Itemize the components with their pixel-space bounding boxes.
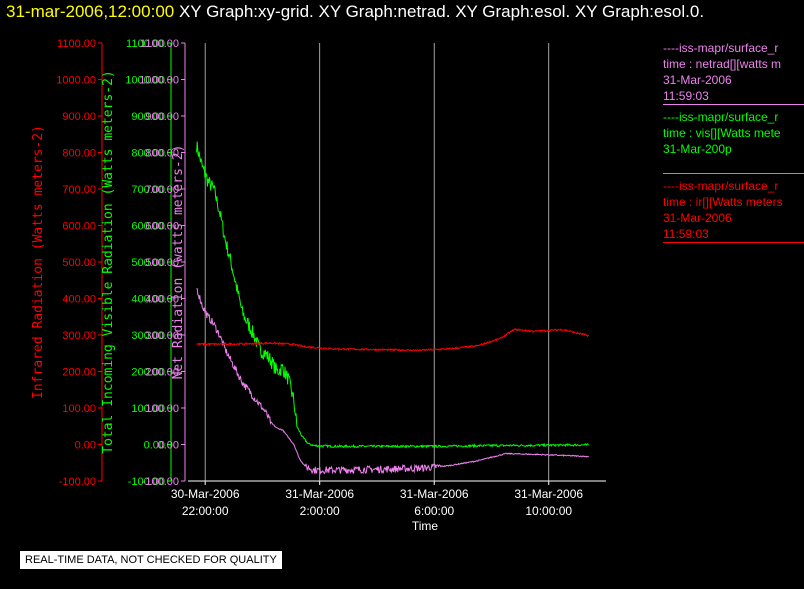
y-tick-label-ir: 300.00 [62, 330, 96, 342]
y-tick-label-vis: 400.00 [131, 294, 165, 306]
y-tick-label-vis: 900.00 [131, 111, 165, 123]
y-tick-label-net: 700.00 [145, 184, 179, 196]
y-tick-label-ir: 900.00 [62, 111, 96, 123]
y-tick-label-ir: 1000.00 [56, 75, 96, 87]
x-tick-label-time: 10:00:00 [525, 504, 572, 518]
legend-line: 31-Mar-200p [663, 142, 732, 156]
y-tick-label-net: 900.00 [145, 111, 179, 123]
y-tick-label-net: 0.00 [158, 440, 179, 452]
y-tick-label-vis: 100.00 [131, 403, 165, 415]
y-tick-label-vis: 300.00 [131, 330, 165, 342]
y-tick-label-net: 500.00 [145, 257, 179, 269]
x-tick-label-date: 31-Mar-2006 [514, 487, 583, 501]
y-axis-label-net: Net Radiation (watts meters-2) [171, 145, 186, 380]
x-tick-label-date: 30-Mar-2006 [171, 487, 240, 501]
legend-line: ----iss-mapr/surface_r [663, 179, 779, 193]
x-tick-label-date: 31-Mar-2006 [400, 487, 469, 501]
legend-line: 31-Mar-2006 [663, 73, 732, 87]
y-tick-label-vis: 500.00 [131, 257, 165, 269]
y-tick-label-net: 300.00 [145, 330, 179, 342]
legend-line: ----iss-mapr/surface_r [663, 41, 779, 55]
graph-title-bar: 31-mar-2006,12:00:00 XY Graph:xy-grid. X… [6, 2, 704, 24]
y-axis-label-ir: Infrared Radiation (Watts meters-2) [31, 125, 46, 399]
legend-line: 11:59:03 [663, 227, 709, 241]
series-line-ir [196, 328, 590, 352]
y-tick-label-vis: 0.00 [144, 440, 165, 452]
y-tick-label-vis: -100.00 [128, 476, 165, 488]
legend-line: 11:59:03 [663, 89, 709, 103]
y-tick-label-ir: 500.00 [62, 257, 96, 269]
legend-line: time : vis[][Watts mete [663, 126, 781, 140]
x-tick-label-time: 22:00:00 [182, 504, 229, 518]
y-tick-label-vis: 600.00 [131, 221, 165, 233]
y-tick-label-net: 800.00 [145, 148, 179, 160]
y-tick-label-ir: 1100.00 [57, 38, 96, 50]
y-tick-label-ir: 100.00 [62, 403, 96, 415]
y-tick-label-vis: 700.00 [131, 184, 165, 196]
legend-line: time : netrad[][watts m [663, 57, 782, 71]
title-timestamp: 31-mar-2006,12:00:00 [6, 2, 175, 21]
x-tick-label-time: 6:00:00 [414, 504, 454, 518]
series-line-net [196, 287, 589, 476]
y-tick-label-vis: 1000.00 [125, 75, 165, 87]
y-tick-label-ir: 600.00 [62, 221, 96, 233]
y-tick-label-ir: 800.00 [62, 148, 96, 160]
y-tick-label-net: 100.00 [145, 403, 179, 415]
quality-notice: REAL-TIME DATA, NOT CHECKED FOR QUALITY [20, 551, 282, 569]
y-tick-label-ir: 0.00 [75, 440, 96, 452]
series-line-vis [196, 141, 590, 449]
y-tick-label-net: 600.00 [145, 221, 179, 233]
x-axis-label: Time [412, 519, 439, 533]
y-tick-label-net: 1000.00 [139, 75, 179, 87]
y-axis-label-vis: Total Incoming Visible Radiation (Watts … [101, 70, 116, 454]
x-tick-label-date: 31-Mar-2006 [285, 487, 354, 501]
x-tick-label-time: 2:00:00 [300, 504, 340, 518]
y-tick-label-net: 400.00 [145, 294, 179, 306]
y-tick-label-vis: 800.00 [131, 148, 165, 160]
y-tick-label-ir: 700.00 [62, 184, 96, 196]
legend-line: 31-Mar-2006 [663, 211, 732, 225]
legend-line: time : ir[][Watts meters [663, 195, 783, 209]
y-tick-label-ir: 400.00 [62, 294, 96, 306]
title-graph-names: XY Graph:xy-grid. XY Graph:netrad. XY Gr… [178, 2, 705, 21]
y-tick-label-ir: -100.00 [59, 476, 96, 488]
y-tick-label-net: 1100.00 [140, 38, 179, 50]
y-tick-label-vis: 200.00 [131, 367, 165, 379]
y-tick-label-net: 200.00 [145, 367, 179, 379]
y-tick-label-ir: 200.00 [62, 367, 96, 379]
y-tick-label-net: -100.00 [142, 476, 179, 488]
legend-line: ----iss-mapr/surface_r [663, 110, 779, 124]
legend-line [663, 157, 804, 173]
y-tick-label-vis: 1100.00 [126, 38, 165, 50]
